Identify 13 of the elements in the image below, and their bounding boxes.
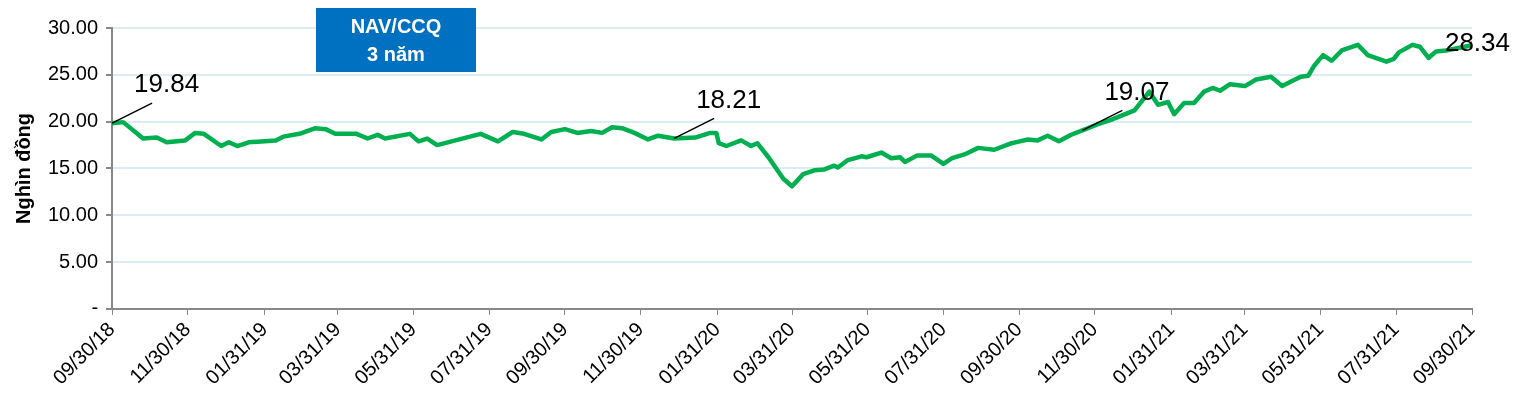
y-tick-label: 5.00 [59, 249, 99, 272]
y-tick-label: 15.00 [47, 156, 99, 179]
annotation: 19.84 [134, 68, 200, 99]
y-tick-label: 10.00 [47, 202, 99, 225]
y-axis-title: Nghìn đồng [11, 112, 34, 225]
y-tick-label: 30.00 [47, 15, 99, 38]
y-tick-label: - [91, 296, 99, 319]
y-tick-label: 20.00 [47, 109, 99, 132]
label-box: NAV/CCQ 3 năm [316, 8, 476, 72]
annotation: 19.07 [1104, 75, 1170, 106]
annotation: 18.21 [696, 83, 762, 114]
annotation: 28.34 [1444, 26, 1511, 57]
y-tick-label: 25.00 [47, 62, 99, 85]
